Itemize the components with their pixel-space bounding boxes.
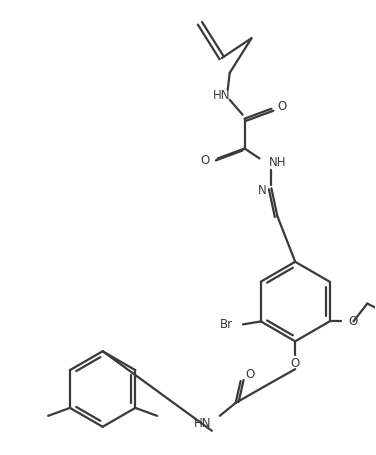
Text: NH: NH <box>268 156 286 169</box>
Text: O: O <box>200 154 210 167</box>
Text: O: O <box>277 100 287 113</box>
Text: HN: HN <box>194 417 212 430</box>
Text: O: O <box>349 315 358 328</box>
Text: O: O <box>246 368 255 380</box>
Text: Br: Br <box>220 318 233 331</box>
Text: O: O <box>291 357 300 369</box>
Text: HN: HN <box>213 89 230 102</box>
Text: N: N <box>258 184 267 197</box>
